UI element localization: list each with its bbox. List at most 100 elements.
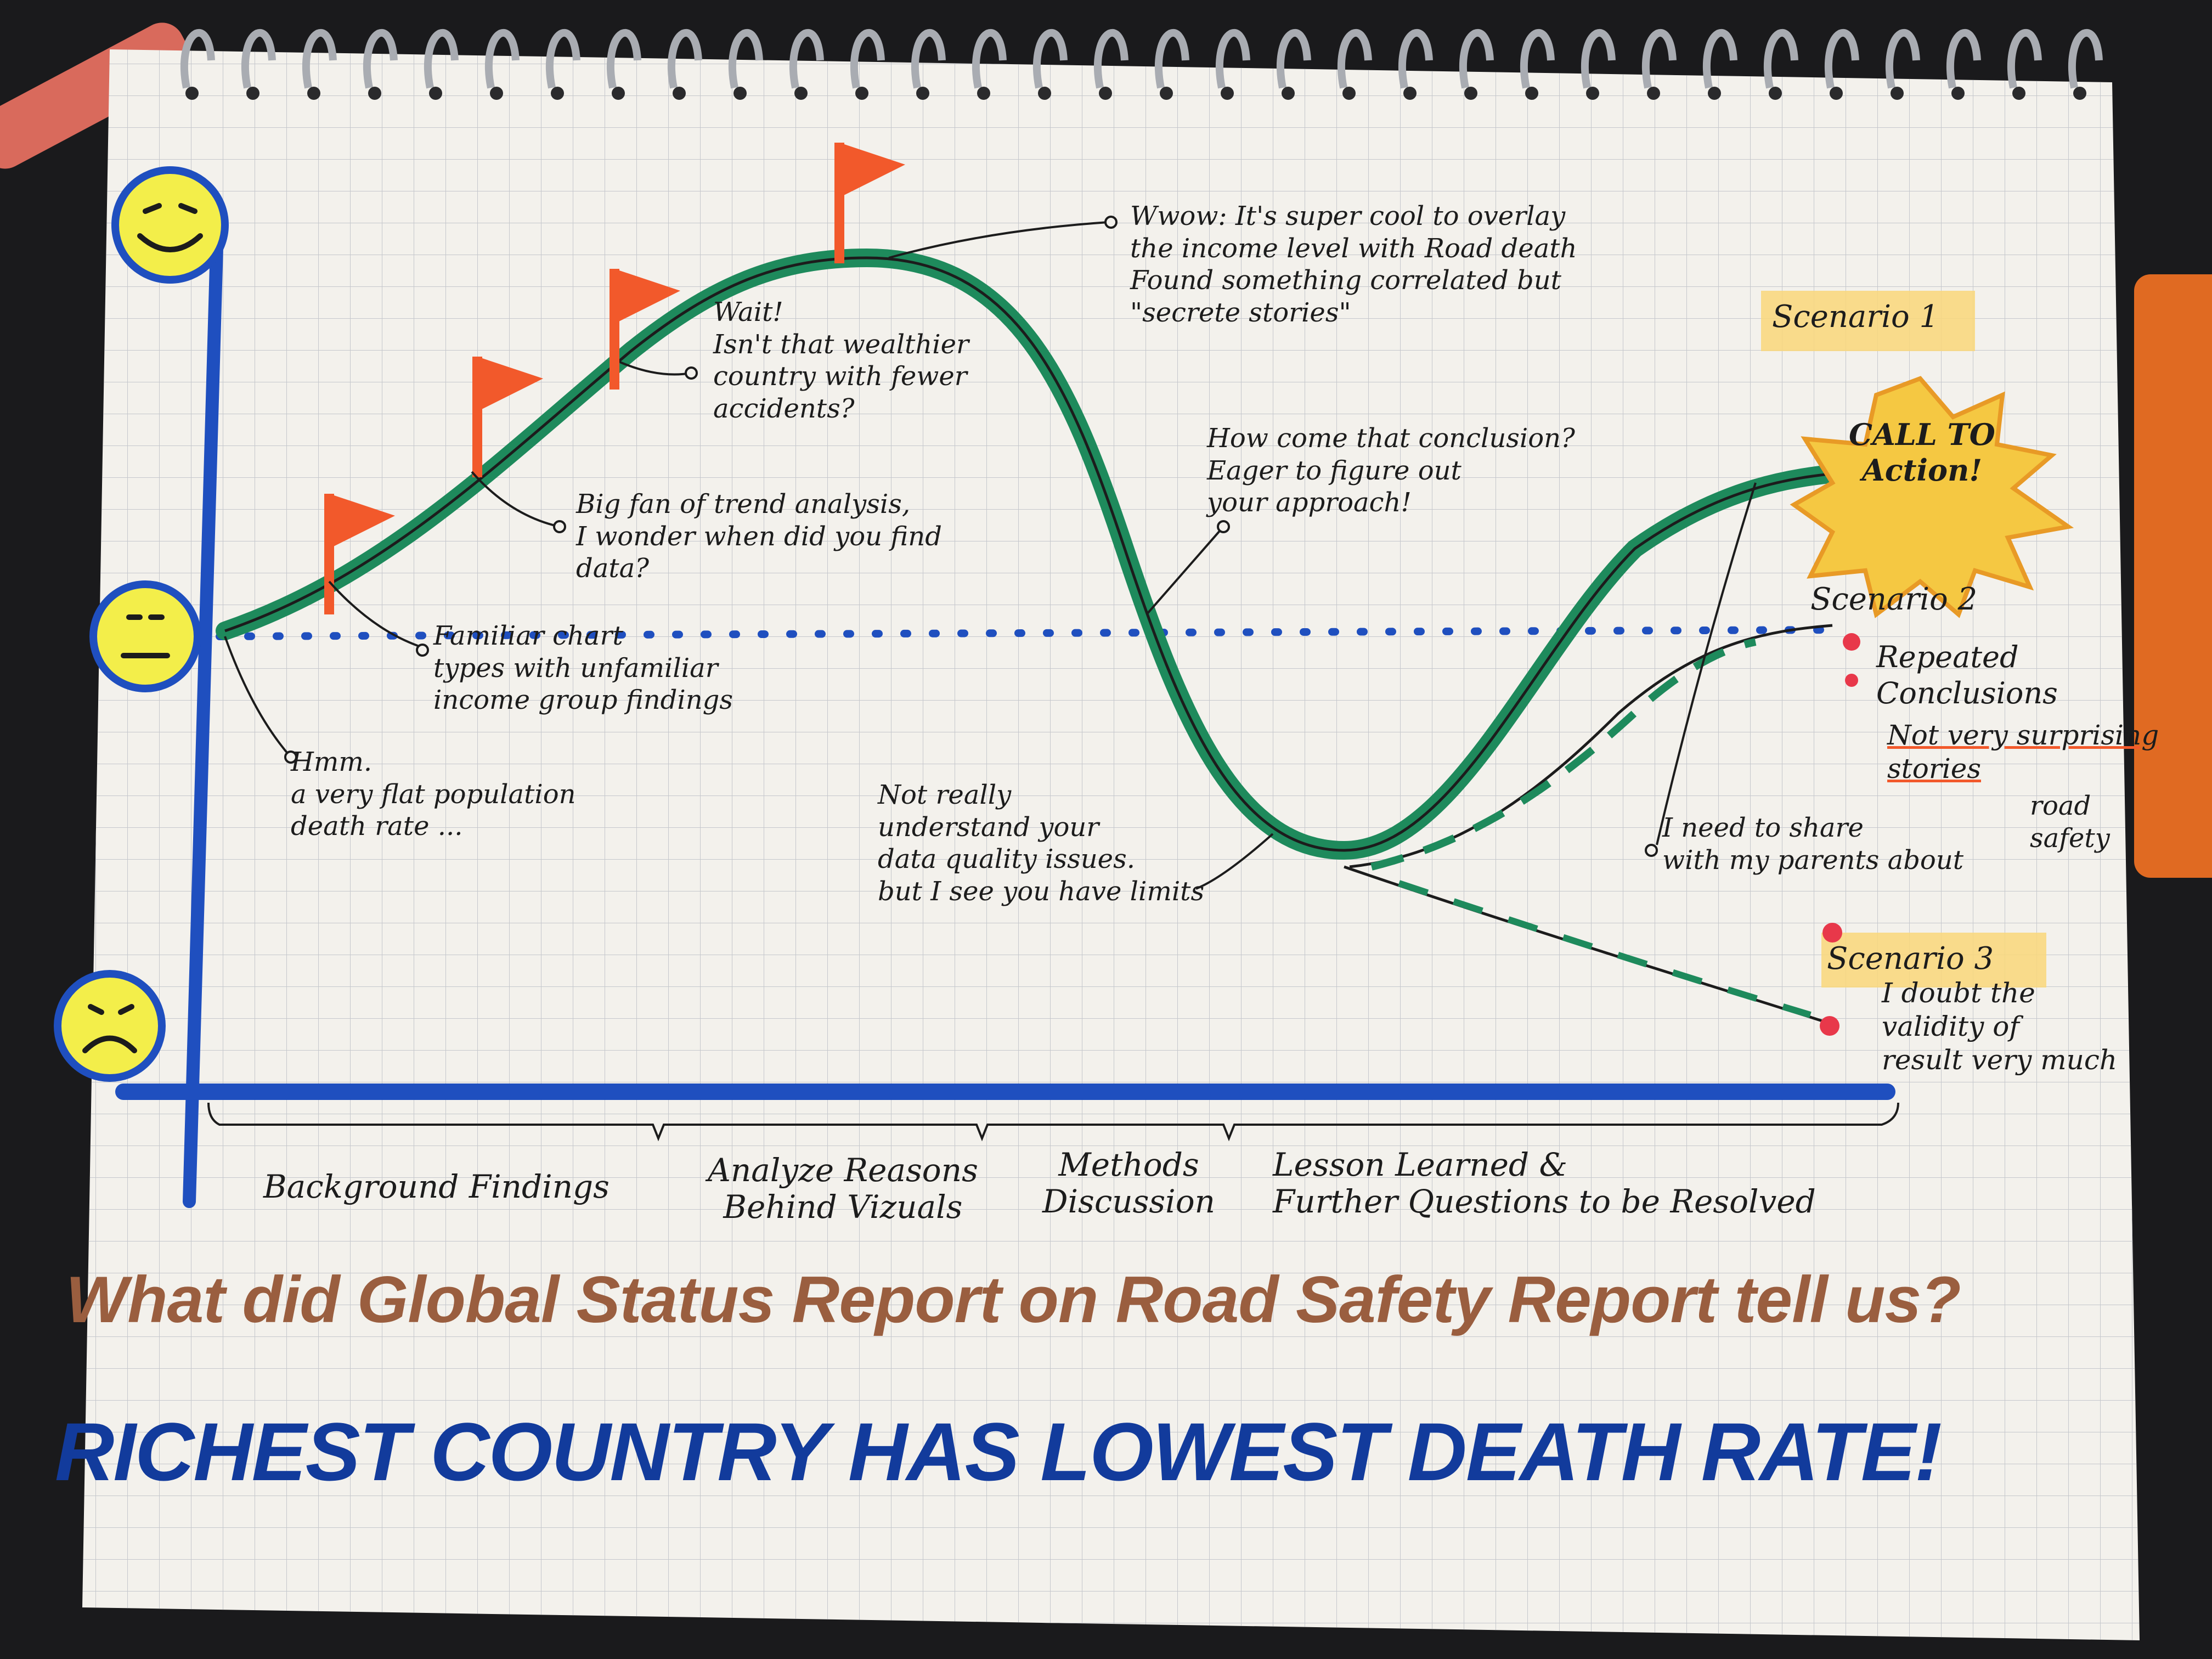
spiral-ring	[850, 29, 885, 89]
headline-conclusion: RICHEST COUNTRY HAS LOWEST DEATH RATE!	[55, 1406, 1942, 1498]
spiral-ring	[1033, 29, 1068, 89]
highlight-scenario1	[1761, 291, 1975, 351]
spiral-ring	[1520, 29, 1555, 89]
spiral-ring	[1155, 29, 1189, 89]
flag-icon	[834, 143, 905, 263]
scenario1-label: Scenario 1	[1772, 299, 1939, 335]
sad-face-icon	[54, 970, 166, 1082]
spiral-ring	[180, 29, 215, 89]
call-to-action-burst-icon	[1790, 376, 2074, 618]
binding-hole	[1403, 87, 1417, 100]
spiral-ring	[485, 29, 520, 89]
binding-hole	[2012, 87, 2025, 100]
spiral-ring	[1946, 29, 1981, 89]
binding-hole	[1099, 87, 1112, 100]
binding-hole	[2073, 87, 2086, 100]
scenario2-dash	[1370, 638, 1757, 871]
spiral-ring	[789, 29, 824, 89]
binding-hole	[1647, 87, 1660, 100]
binding-hole	[490, 87, 503, 100]
spiral-ring	[363, 29, 398, 89]
annotation-share-parents: I need to share with my parents about	[1662, 812, 1964, 876]
scenario3-marker-dot	[1822, 923, 1842, 943]
phase-lesson-learned: Lesson Learned & Further Questions to be…	[1273, 1146, 1816, 1220]
spiral-ring	[1825, 29, 1859, 89]
spiral-ring	[1642, 29, 1677, 89]
annotation-not-understand: Not really understand your data quality …	[878, 780, 1205, 907]
binding-hole	[1464, 87, 1477, 100]
spiral-ring	[1764, 29, 1798, 89]
annotation-road-safety: road safety	[2030, 791, 2110, 854]
spiral-ring	[1886, 29, 1920, 89]
binding-hole	[794, 87, 808, 100]
spiral-ring	[1216, 29, 1250, 89]
binding-hole	[977, 87, 990, 100]
spiral-ring	[972, 29, 1007, 89]
binding-hole	[1586, 87, 1599, 100]
phase-methods-discussion: Methods Discussion	[1042, 1146, 1216, 1220]
scenario2-note-repeated: Repeated Conclusions	[1876, 640, 2058, 710]
binding-hole	[429, 87, 442, 100]
spiral-ring	[1338, 29, 1372, 89]
spiral-ring	[424, 29, 459, 89]
marker-right	[2134, 274, 2212, 878]
callout-dots	[284, 216, 1658, 857]
annotation-how-come: How come that conclusion? Eager to figur…	[1207, 423, 1575, 518]
highlight-scenario3	[1821, 933, 2046, 988]
binding-hole	[185, 87, 199, 100]
annotation-familiar-chart: Familiar chart types with unfamiliar inc…	[433, 620, 733, 716]
binding-hole	[1282, 87, 1295, 100]
binding-hole	[307, 87, 320, 100]
spiral-ring	[2068, 29, 2103, 89]
binding-hole	[733, 87, 747, 100]
spiral-ring	[546, 29, 580, 89]
annotation-wow: Wwow: It's super cool to overlay the inc…	[1130, 201, 1577, 328]
report-question-title: What did Global Status Report on Road Sa…	[66, 1263, 1961, 1336]
call-to-action-text: CALL TO Action!	[1849, 417, 1995, 488]
scenario3-marker-dot	[1820, 1016, 1839, 1036]
binding-hole	[916, 87, 929, 100]
annotation-flat-rate: Hmm. a very flat population death rate .…	[291, 747, 576, 842]
binding-hole	[1891, 87, 1904, 100]
callout-leaders	[207, 221, 1899, 1142]
spiral-ring	[1703, 29, 1737, 89]
spiral-ring	[302, 29, 337, 89]
binding-hole	[673, 87, 686, 100]
spiral-ring	[2007, 29, 2042, 89]
phase-analyze-reasons: Analyze Reasons Behind Vizuals	[708, 1152, 978, 1226]
flag-icon	[610, 269, 680, 390]
flag-icon	[472, 357, 543, 477]
spiral-ring	[1581, 29, 1616, 89]
spiral-ring	[1094, 29, 1128, 89]
binding-hole	[1160, 87, 1173, 100]
spiral-ring	[1459, 29, 1494, 89]
binding-hole	[368, 87, 381, 100]
binding-hole	[551, 87, 564, 100]
binding-hole	[1221, 87, 1234, 100]
phase-background-findings: Background Findings	[263, 1168, 610, 1205]
scenario3-label: Scenario 3	[1827, 941, 1994, 977]
binding-hole	[1951, 87, 1965, 100]
spiral-ring	[1398, 29, 1433, 89]
spiral-ring	[1277, 29, 1311, 89]
binding-hole	[1708, 87, 1721, 100]
binding-hole	[1830, 87, 1843, 100]
spiral-ring	[668, 29, 702, 89]
spiral-binding	[180, 29, 2103, 100]
spiral-ring	[911, 29, 946, 89]
binding-hole	[855, 87, 868, 100]
binding-hole	[1525, 87, 1538, 100]
experience-curve-pen	[224, 256, 1849, 852]
annotation-wait: Wait! Isn't that wealthier country with …	[713, 297, 969, 424]
neutral-face-icon	[89, 580, 201, 692]
binding-hole	[246, 87, 259, 100]
binding-hole	[612, 87, 625, 100]
spiral-ring	[241, 29, 276, 89]
happy-face-icon	[111, 166, 229, 284]
y-axis	[183, 240, 223, 1208]
binding-hole	[1038, 87, 1051, 100]
scenario2-note-not-surprising: Not very surprising stories	[1887, 719, 2159, 785]
spiral-ring	[729, 29, 763, 89]
binding-hole	[1769, 87, 1782, 100]
